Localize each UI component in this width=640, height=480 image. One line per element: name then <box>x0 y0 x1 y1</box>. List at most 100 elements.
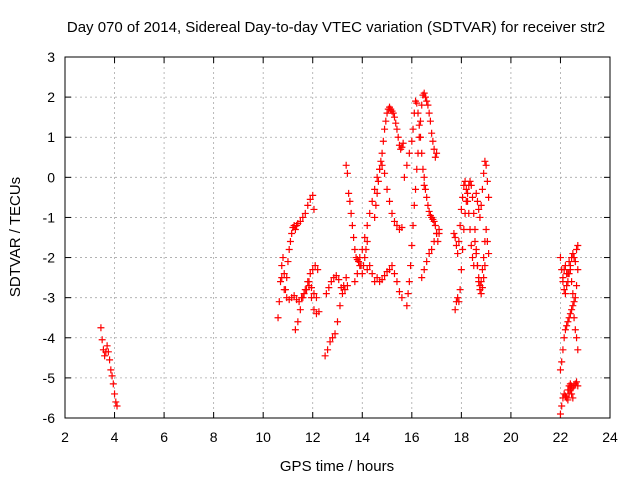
data-point <box>332 272 340 280</box>
data-point <box>381 125 389 133</box>
series-arc-3 <box>278 274 320 306</box>
data-point <box>284 258 292 266</box>
data-point <box>371 213 379 221</box>
data-point <box>560 286 568 294</box>
data-point <box>306 270 314 278</box>
data-point <box>296 306 304 314</box>
data-point <box>570 298 578 306</box>
data-points <box>97 89 582 418</box>
data-point <box>420 181 428 189</box>
data-point <box>480 169 488 177</box>
data-point <box>378 149 386 157</box>
data-point <box>457 205 465 213</box>
data-point <box>109 380 117 388</box>
data-point <box>455 238 463 246</box>
data-point <box>426 117 434 125</box>
data-point <box>431 153 439 161</box>
data-point <box>366 262 374 270</box>
data-point <box>423 258 431 266</box>
data-point <box>558 358 566 366</box>
y-tick-label: -6 <box>43 410 56 426</box>
data-point <box>459 246 467 254</box>
data-point <box>368 270 376 278</box>
data-point <box>356 262 364 270</box>
data-point <box>300 290 308 298</box>
data-point <box>561 290 569 298</box>
data-point <box>363 238 371 246</box>
plot-area-frame <box>64 56 611 419</box>
data-point <box>334 318 341 326</box>
series-arc-13 <box>403 89 441 310</box>
data-point <box>279 254 287 262</box>
data-point <box>393 278 401 286</box>
data-point <box>464 189 472 197</box>
data-point <box>573 246 581 254</box>
data-point <box>414 109 422 117</box>
data-point <box>335 276 343 284</box>
data-point <box>563 322 571 330</box>
data-point <box>394 133 402 141</box>
data-point <box>326 338 334 346</box>
data-point <box>472 250 480 258</box>
data-point <box>295 298 303 306</box>
data-point <box>310 290 318 298</box>
data-point <box>378 161 386 169</box>
data-point <box>310 306 318 314</box>
x-tick-label: 16 <box>404 429 420 445</box>
data-point <box>450 229 458 237</box>
data-point <box>421 185 429 193</box>
data-point <box>425 207 433 215</box>
data-point <box>556 410 564 418</box>
data-point <box>104 348 112 356</box>
data-point <box>373 189 381 197</box>
data-point <box>305 278 313 286</box>
data-point <box>482 225 490 233</box>
x-tick-label: 10 <box>255 429 271 445</box>
data-point <box>473 262 481 270</box>
y-tick-label: -5 <box>43 370 56 386</box>
data-point <box>393 221 401 229</box>
data-point <box>573 334 581 342</box>
data-point <box>278 262 286 270</box>
data-point <box>420 89 428 97</box>
data-point <box>428 129 436 137</box>
x-tick-label: 8 <box>210 429 218 445</box>
data-point <box>294 318 302 326</box>
data-point <box>383 185 391 193</box>
data-point <box>345 189 353 197</box>
data-point <box>414 149 422 157</box>
data-point <box>571 326 579 334</box>
y-tick-label: -3 <box>43 290 56 306</box>
series-arc-22 <box>556 302 582 374</box>
data-point <box>386 266 394 274</box>
data-point <box>314 266 322 274</box>
data-point <box>108 372 116 380</box>
data-point <box>307 284 315 292</box>
x-tick-label: 14 <box>354 429 370 445</box>
series-arc-1 <box>97 324 121 410</box>
data-point <box>327 278 335 286</box>
data-point <box>466 177 474 185</box>
data-point <box>475 274 483 282</box>
data-point <box>296 217 304 225</box>
data-point <box>379 137 387 145</box>
data-point <box>454 294 462 302</box>
data-point <box>571 294 579 302</box>
series-arc-11 <box>363 262 406 302</box>
data-point <box>398 294 406 302</box>
data-point <box>430 145 438 153</box>
data-point <box>343 169 351 177</box>
data-point <box>98 336 106 344</box>
data-point <box>342 274 350 282</box>
data-point <box>424 101 432 109</box>
y-axis-title: SDTVAR / TECUs <box>7 177 24 297</box>
y-tick-label: 3 <box>47 49 55 65</box>
data-point <box>566 262 574 270</box>
data-point <box>469 193 477 201</box>
data-point <box>574 266 582 274</box>
data-point <box>113 402 121 410</box>
data-point <box>372 201 380 209</box>
data-point <box>574 346 582 354</box>
data-point <box>325 284 333 292</box>
data-point <box>418 274 426 282</box>
